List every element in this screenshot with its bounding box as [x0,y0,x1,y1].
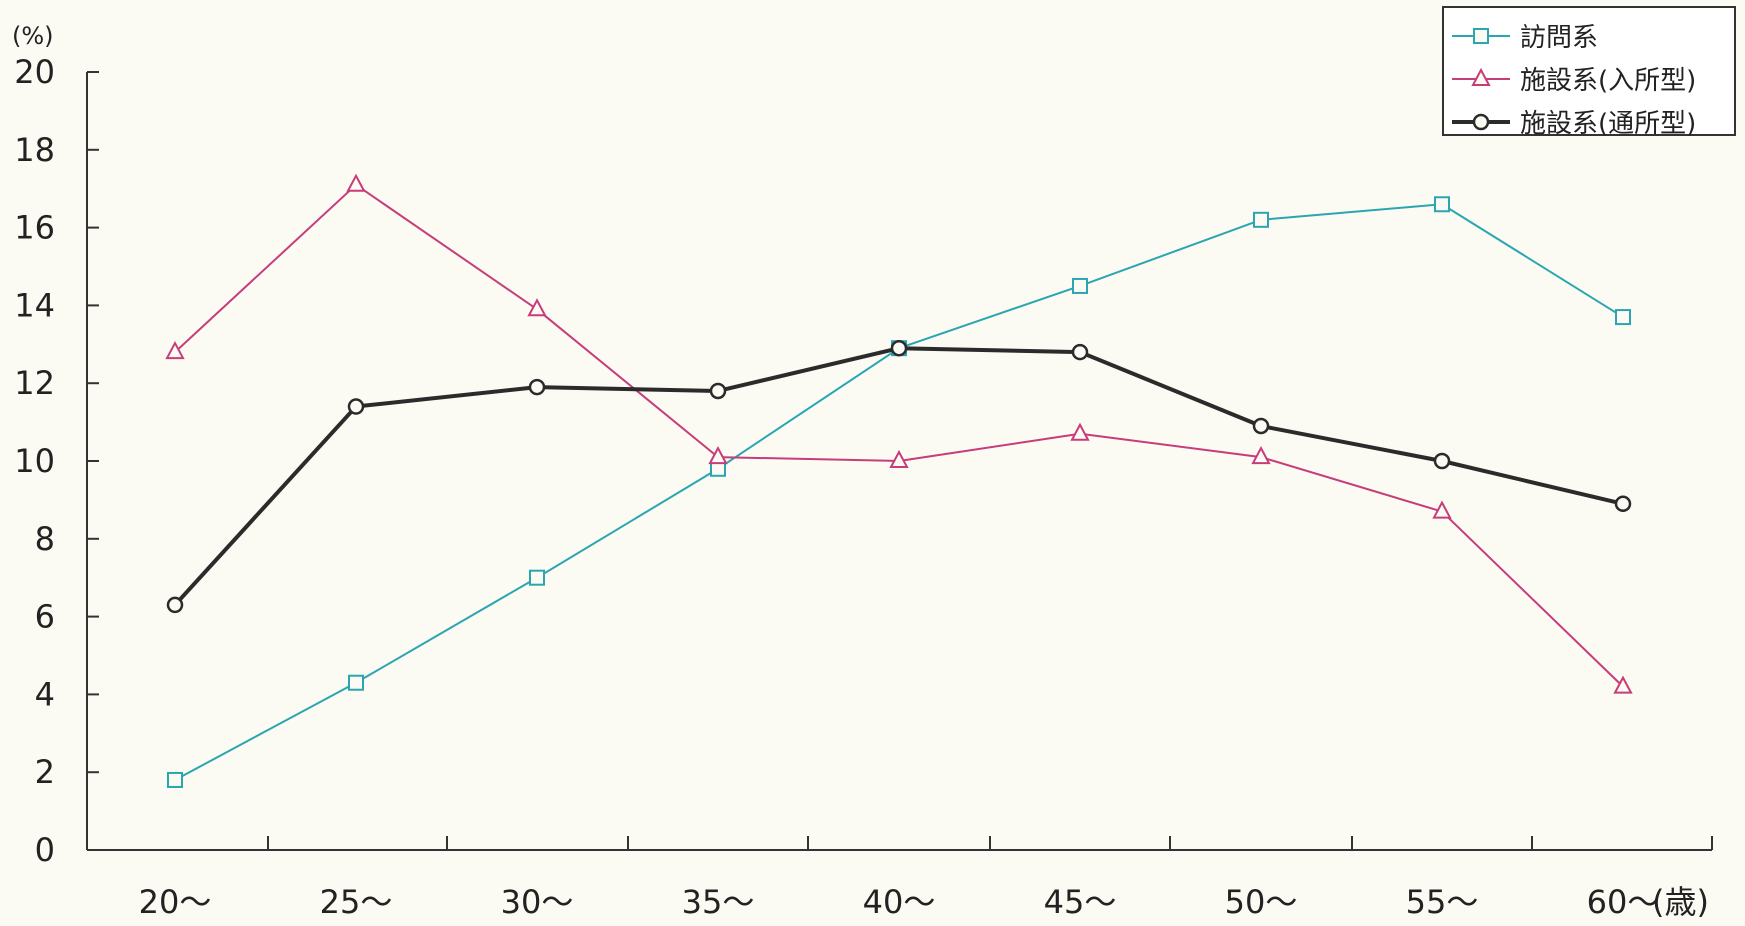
data-point-triangle [1471,67,1491,86]
data-point-triangle [1613,675,1633,694]
x-tick-label: 50～ [1225,883,1298,921]
data-point-square [1253,211,1269,228]
y-tick-label: 16 [14,209,55,247]
y-tick-label: 20 [14,53,55,91]
y-tick-label: 4 [35,675,55,713]
data-point-triangle [165,340,185,360]
data-point-triangle [346,173,366,192]
data-point-circle [528,378,546,396]
x-tick-label: 25～ [320,883,393,921]
data-point-circle [890,339,908,357]
data-point-triangle [708,445,728,465]
y-tick-label: 12 [14,364,55,402]
x-tick-label: 35～ [682,883,755,921]
legend-item-2: 施設系(入所型) [1452,66,1696,96]
x-tick-label: 20～ [139,883,212,921]
x-tick-label: 30～ [501,883,574,921]
data-point-square [348,674,364,691]
data-point-circle [1472,113,1490,131]
data-point-square [1473,28,1489,44]
legend-item-1: 訪問系 [1452,23,1598,53]
data-point-circle [347,398,365,415]
data-point-triangle [1251,445,1271,465]
data-point-square [167,771,183,788]
y-axis-unit: (%) [12,22,54,50]
data-point-triangle [527,298,547,317]
data-point-triangle [1070,422,1090,441]
data-point-triangle [1432,500,1452,519]
data-point-triangle [889,449,909,468]
y-tick-label: 14 [14,286,55,324]
data-point-circle [709,382,727,400]
data-point-circle [1071,343,1089,361]
x-tick-label: 45～ [1044,883,1117,921]
data-point-square [529,569,545,586]
x-axis-unit: (歳) [1652,883,1709,921]
legend-label: 施設系(入所型) [1520,66,1696,96]
data-point-square [1434,196,1450,213]
data-point-circle [1252,417,1270,435]
y-axis-ticks: 0 2 4 6 8 10 12 14 16 18 20 [14,53,99,869]
legend-label: 訪問系 [1520,23,1598,53]
data-point-circle [1614,495,1632,513]
x-tick-label: 40～ [863,883,936,921]
y-tick-label: 6 [35,598,55,636]
x-tick-label: 55～ [1406,883,1479,921]
x-axis-ticks: 20～ 25～ 30～ 35～ 40～ 45～ 50～ 55～ 60～ [139,836,1713,921]
legend-box [1442,6,1736,136]
y-tick-label: 18 [14,131,55,169]
legend-label: 施設系(通所型) [1520,109,1696,139]
y-tick-label: 2 [35,753,55,791]
data-point-square [1615,309,1631,326]
series-2 [165,173,1633,694]
data-point-square [1072,277,1088,294]
series-line [174,203,1624,781]
data-point-circle [166,596,184,614]
series-line [173,346,1624,607]
y-tick-label: 0 [35,831,55,869]
series-1 [167,196,1631,788]
series-3 [166,339,1632,614]
legend-item-3: 施設系(通所型) [1452,109,1696,139]
data-point-circle [1433,452,1451,470]
series-line [174,183,1624,688]
y-tick-label: 10 [14,442,55,480]
y-tick-label: 8 [35,520,55,558]
x-tick-label: 60～ [1587,883,1660,921]
series-group [165,173,1633,788]
